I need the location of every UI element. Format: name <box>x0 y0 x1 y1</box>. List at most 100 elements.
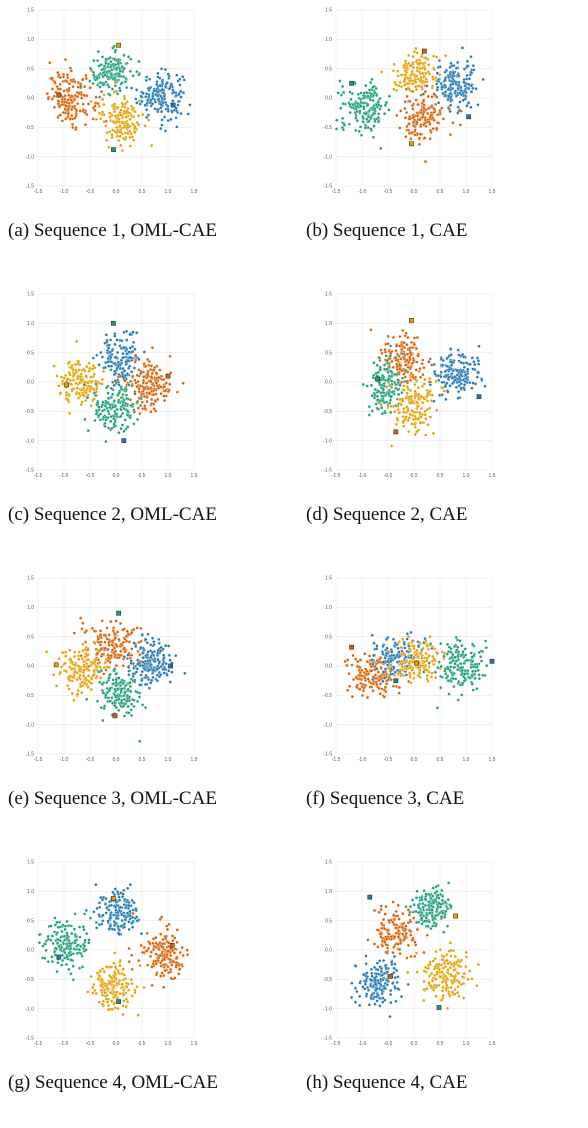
scatter-point-blue <box>468 77 471 80</box>
scatter-point-yellow <box>423 669 426 672</box>
scatter-point-blue <box>111 928 114 931</box>
square-marker-yellow <box>117 43 121 47</box>
scatter-point-orange <box>142 379 145 382</box>
scatter-point-yellow <box>70 383 73 386</box>
scatter-point-yellow <box>131 108 134 111</box>
scatter-point-orange <box>438 109 441 112</box>
scatter-point-orange <box>153 407 156 410</box>
scatter-point-green <box>439 675 442 678</box>
x-tick-label: -0.5 <box>384 1041 393 1047</box>
scatter-point-orange <box>70 114 73 117</box>
scatter-point-yellow <box>98 382 101 385</box>
scatter-point-yellow <box>95 992 98 995</box>
y-tick-label: 1.5 <box>27 860 34 866</box>
scatter-point-orange <box>93 109 96 112</box>
scatter-point-yellow <box>99 666 102 669</box>
scatter-point-green <box>110 68 113 71</box>
x-tick-label: -1.5 <box>34 1041 43 1047</box>
scatter-point-yellow <box>84 648 87 651</box>
scatter-point-blue <box>477 371 480 374</box>
scatter-point-green <box>390 380 393 383</box>
scatter-point-green <box>415 896 418 899</box>
scatter-point-orange <box>162 395 165 398</box>
scatter-point-blue <box>148 93 151 96</box>
scatter-point-blue <box>130 370 133 373</box>
scatter-point-green <box>80 952 83 955</box>
scatter-point-green <box>389 411 392 414</box>
scatter-point-green <box>434 892 437 895</box>
y-tick-label: 0.0 <box>325 948 332 954</box>
scatter-point-orange <box>82 108 85 111</box>
scatter-point-blue <box>168 654 171 657</box>
scatter-point-green <box>93 419 96 422</box>
scatter-point-green <box>377 104 380 107</box>
scatter-point-orange <box>125 640 128 643</box>
scatter-point-orange <box>155 953 158 956</box>
scatter-point-yellow <box>91 986 94 989</box>
scatter-point-orange <box>150 966 153 969</box>
scatter-point-yellow <box>431 645 434 648</box>
scatter-point-green <box>465 659 468 662</box>
scatter-point-green <box>438 661 441 664</box>
x-tick-label: 1.0 <box>463 1041 470 1047</box>
scatter-point-blue <box>436 72 439 75</box>
scatter-point-yellow <box>413 644 416 647</box>
scatter-point-orange <box>373 909 376 912</box>
scatter-point-blue <box>116 911 119 914</box>
scatter-point-green <box>134 665 137 668</box>
y-tick-label: -0.5 <box>323 125 332 131</box>
scatter-point-yellow <box>125 1005 128 1008</box>
scatter-point-blue <box>135 916 138 919</box>
scatter-point-yellow <box>122 968 125 971</box>
scatter-point-orange <box>132 628 135 631</box>
x-tick-label: 0.0 <box>411 757 418 763</box>
scatter-point-orange <box>416 354 419 357</box>
scatter-point-yellow <box>87 686 90 689</box>
scatter-point-blue <box>129 914 132 917</box>
scatter-point-orange <box>69 117 72 120</box>
scatter-point-orange <box>395 345 398 348</box>
scatter-point-blue <box>141 670 144 673</box>
scatter-point-blue <box>164 85 167 88</box>
caption: (b) Sequence 1, CAE <box>306 220 467 242</box>
scatter-point-orange <box>409 366 412 369</box>
scatter-point-blue <box>171 99 174 102</box>
scatter-point-orange <box>384 351 387 354</box>
scatter-point-yellow <box>400 403 403 406</box>
scatter-point-green <box>342 91 345 94</box>
scatter-point-yellow <box>130 982 133 985</box>
scatter-point-yellow <box>117 139 120 142</box>
scatter-point-orange <box>404 135 407 138</box>
scatter-point-green <box>396 388 399 391</box>
scatter-point-blue <box>155 83 158 86</box>
scatter-point-blue <box>118 929 121 932</box>
scatter-point-blue <box>404 656 407 659</box>
scatter-point-green <box>372 94 375 97</box>
scatter-point-orange <box>429 114 432 117</box>
scatter-point-blue <box>162 648 165 651</box>
scatter-point-green <box>66 934 69 937</box>
scatter-point-yellow <box>407 635 410 638</box>
scatter-point-green <box>387 108 390 111</box>
scatter-point-yellow <box>426 645 429 648</box>
scatter-point-yellow <box>411 409 414 412</box>
scatter-point-orange <box>386 928 389 931</box>
scatter-point-green <box>474 663 477 666</box>
scatter-point-orange <box>131 968 134 971</box>
scatter-point-green <box>425 913 428 916</box>
scatter-point-orange <box>407 129 410 132</box>
scatter-point-green <box>120 408 123 411</box>
scatter-point-yellow <box>430 399 433 402</box>
scatter-point-orange <box>64 104 67 107</box>
scatter-point-orange <box>409 934 412 937</box>
scatter-point-orange <box>152 369 155 372</box>
scatter-point-green <box>121 403 124 406</box>
scatter-point-yellow <box>416 66 419 69</box>
scatter-point-blue <box>98 923 101 926</box>
scatter-point-orange <box>144 365 147 368</box>
scatter-point-green <box>87 941 90 944</box>
scatter-point-orange <box>410 955 413 958</box>
scatter-point-yellow <box>83 665 86 668</box>
scatter-point-orange <box>409 920 412 923</box>
scatter-point-orange <box>163 385 166 388</box>
